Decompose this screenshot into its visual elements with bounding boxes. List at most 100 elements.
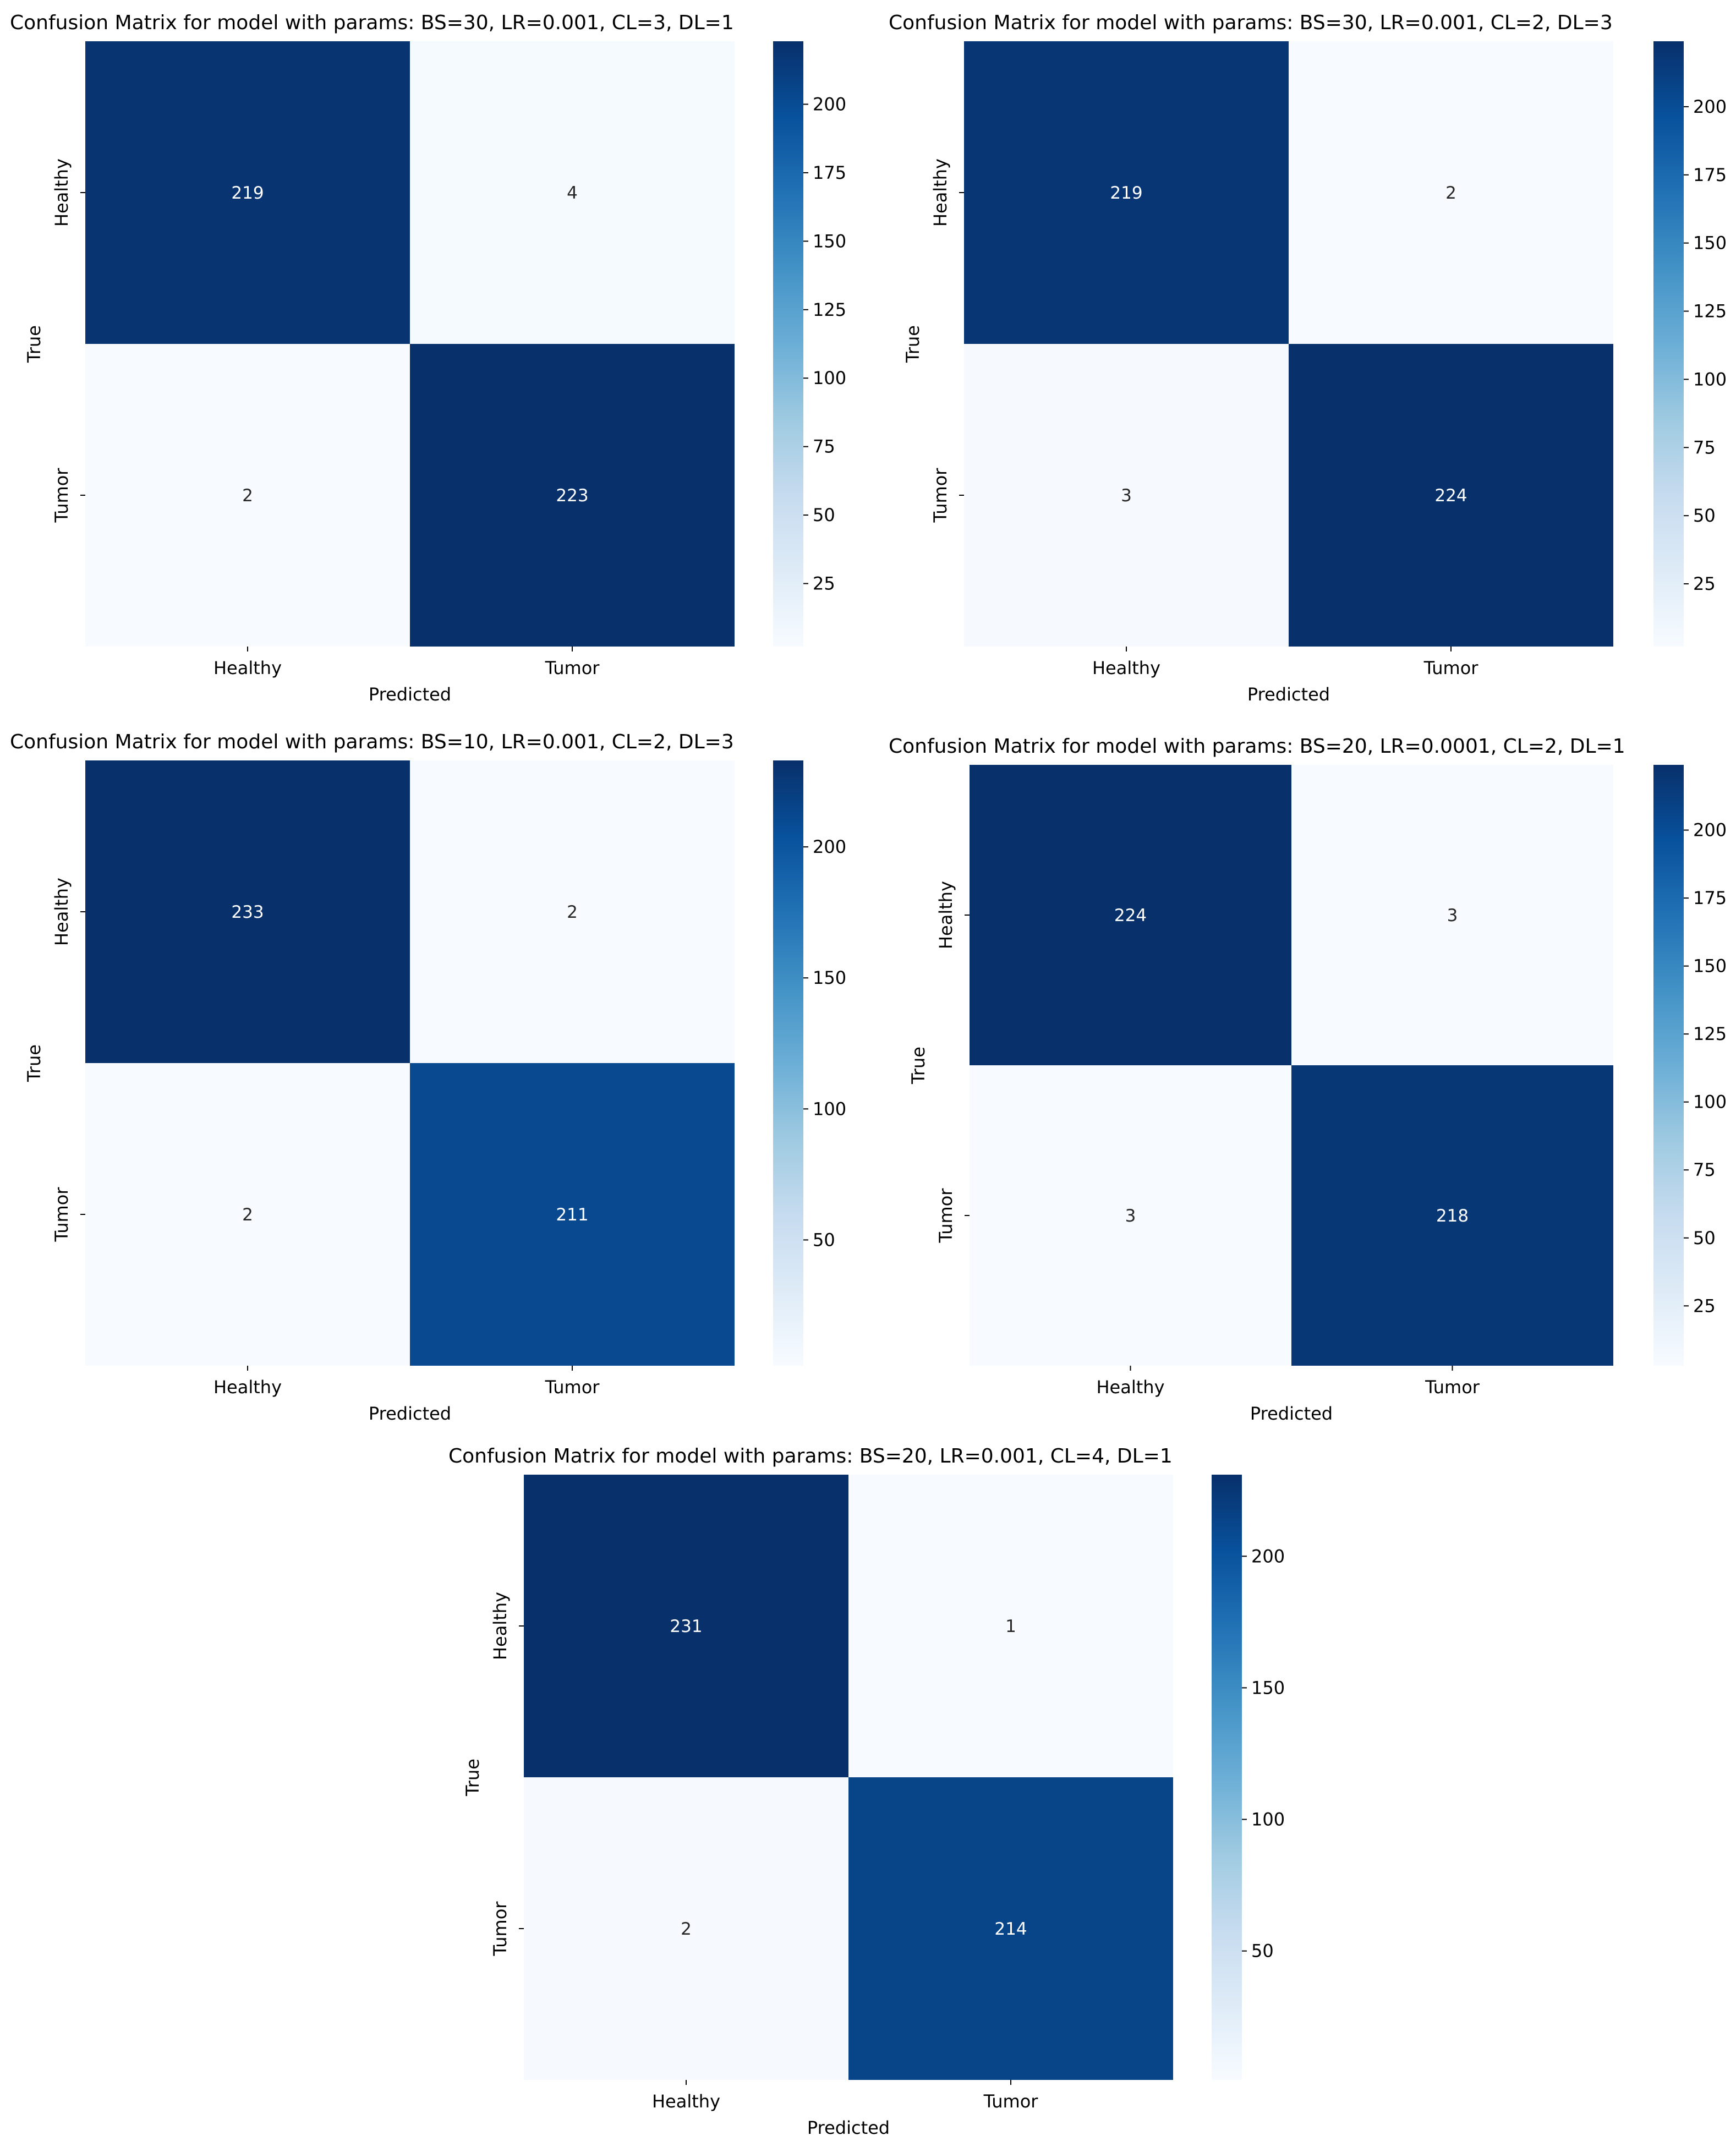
cell-value-label: 233 bbox=[231, 902, 264, 922]
cell-value-label: 2 bbox=[681, 1919, 692, 1939]
y-tick-label: Tumor bbox=[490, 1901, 511, 1957]
x-tick-label: Healthy bbox=[1096, 1377, 1164, 1398]
confusion-matrix-panel-4: Confusion Matrix for model with params: … bbox=[889, 735, 1727, 1424]
chart-title: Confusion Matrix for model with params: … bbox=[889, 12, 1613, 34]
colorbar-tick-label: 150 bbox=[1693, 233, 1727, 254]
cell-value-label: 3 bbox=[1121, 486, 1132, 506]
y-tick-label: Healthy bbox=[490, 1592, 511, 1660]
colorbar-tick-label: 125 bbox=[1693, 1023, 1727, 1044]
colorbar-tick-label: 200 bbox=[813, 836, 846, 857]
cell-value-label: 224 bbox=[1434, 486, 1467, 506]
cell-value-label: 1 bbox=[1005, 1617, 1016, 1636]
y-tick-label: Healthy bbox=[935, 881, 956, 949]
cell-value-label: 218 bbox=[1436, 1206, 1469, 1226]
y-tick-label: Tumor bbox=[51, 468, 72, 523]
colorbar-tick-label: 25 bbox=[1693, 573, 1716, 594]
colorbar-tick-label: 175 bbox=[1693, 165, 1727, 185]
heatmap-cell bbox=[85, 344, 410, 647]
x-tick-label: Tumor bbox=[1425, 1377, 1480, 1398]
colorbar-tick-label: 175 bbox=[1693, 888, 1727, 908]
heatmap-cell bbox=[85, 1063, 410, 1366]
y-tick-label: Healthy bbox=[51, 158, 72, 227]
cell-value-label: 211 bbox=[556, 1205, 588, 1225]
x-tick-label: Tumor bbox=[545, 1377, 600, 1398]
colorbar bbox=[773, 41, 803, 647]
cell-value-label: 2 bbox=[1445, 183, 1456, 203]
x-tick-label: Healthy bbox=[1092, 658, 1160, 678]
confusion-matrix-panel-1: Confusion Matrix for model with params: … bbox=[10, 12, 846, 705]
y-axis-label: True bbox=[902, 325, 923, 363]
heatmap-cell bbox=[410, 344, 735, 647]
heatmap-cell bbox=[970, 1065, 1291, 1366]
heatmap-cell bbox=[848, 1777, 1173, 2080]
colorbar-tick-label: 50 bbox=[813, 505, 835, 525]
y-tick-label: Tumor bbox=[51, 1187, 72, 1242]
y-axis-label: True bbox=[908, 1047, 929, 1085]
cell-value-label: 223 bbox=[556, 486, 588, 506]
chart-title: Confusion Matrix for model with params: … bbox=[10, 731, 734, 753]
colorbar-tick-label: 200 bbox=[1693, 96, 1727, 117]
y-axis-label: True bbox=[24, 1044, 45, 1082]
y-tick-label: Healthy bbox=[930, 158, 951, 227]
heatmap-cell bbox=[410, 1063, 735, 1366]
cell-value-label: 3 bbox=[1447, 906, 1458, 926]
x-axis-label: Predicted bbox=[369, 1403, 451, 1424]
cell-value-label: 2 bbox=[242, 1205, 253, 1225]
colorbar-tick-label: 25 bbox=[813, 573, 835, 594]
colorbar bbox=[1212, 1475, 1242, 2080]
confusion-matrix-panel-5: Confusion Matrix for model with params: … bbox=[448, 1445, 1285, 2138]
chart-title: Confusion Matrix for model with params: … bbox=[889, 735, 1625, 758]
cell-value-label: 2 bbox=[567, 902, 578, 922]
colorbar-tick-label: 75 bbox=[1693, 437, 1716, 458]
colorbar-tick-label: 75 bbox=[1693, 1159, 1716, 1180]
y-tick-label: Tumor bbox=[930, 468, 951, 523]
x-tick-label: Healthy bbox=[652, 2091, 720, 2112]
heatmap-cell bbox=[524, 1777, 848, 2080]
heatmap-cell bbox=[1289, 344, 1613, 647]
colorbar-tick-label: 50 bbox=[1693, 1228, 1716, 1249]
colorbar-tick-label: 100 bbox=[1693, 1092, 1727, 1113]
colorbar-tick-label: 100 bbox=[1693, 369, 1727, 390]
heatmap-cell bbox=[1289, 41, 1613, 344]
cell-value-label: 219 bbox=[231, 183, 264, 203]
x-axis-label: Predicted bbox=[1250, 1403, 1333, 1424]
chart-title: Confusion Matrix for model with params: … bbox=[448, 1445, 1173, 1468]
cell-value-label: 224 bbox=[1114, 906, 1147, 926]
heatmap-cell bbox=[848, 1475, 1173, 1777]
heatmap-cell bbox=[1291, 1065, 1613, 1366]
colorbar-tick-label: 50 bbox=[813, 1229, 835, 1250]
cell-value-label: 214 bbox=[994, 1919, 1027, 1939]
colorbar-tick-label: 75 bbox=[813, 436, 835, 457]
x-axis-label: Predicted bbox=[807, 2117, 890, 2138]
cell-value-label: 2 bbox=[242, 486, 253, 506]
cell-value-label: 219 bbox=[1110, 183, 1142, 203]
x-tick-label: Tumor bbox=[545, 658, 600, 678]
y-tick-label: Tumor bbox=[935, 1188, 956, 1244]
colorbar-tick-label: 200 bbox=[813, 94, 846, 114]
x-tick-label: Tumor bbox=[983, 2091, 1039, 2112]
colorbar-tick-label: 25 bbox=[1693, 1295, 1716, 1316]
colorbar-tick-label: 150 bbox=[813, 967, 846, 988]
cell-value-label: 3 bbox=[1125, 1206, 1136, 1226]
y-axis-label: True bbox=[24, 325, 45, 363]
cell-value-label: 4 bbox=[567, 183, 578, 203]
chart-title: Confusion Matrix for model with params: … bbox=[10, 12, 734, 34]
colorbar bbox=[1653, 765, 1684, 1366]
colorbar-tick-label: 175 bbox=[813, 162, 846, 183]
confusion-matrix-panel-2: Confusion Matrix for model with params: … bbox=[889, 12, 1727, 705]
colorbar-tick-label: 150 bbox=[1693, 956, 1727, 977]
colorbar-tick-label: 100 bbox=[813, 1098, 846, 1119]
heatmap-cell bbox=[85, 41, 410, 344]
x-tick-label: Tumor bbox=[1423, 658, 1479, 678]
colorbar-tick-label: 100 bbox=[1251, 1809, 1285, 1830]
heatmap-cell bbox=[970, 765, 1291, 1065]
heatmap-cell bbox=[410, 41, 735, 344]
heatmap-cell bbox=[1291, 765, 1613, 1065]
heatmap-cell bbox=[410, 760, 735, 1063]
colorbar-tick-label: 100 bbox=[813, 368, 846, 388]
x-tick-label: Healthy bbox=[213, 658, 282, 678]
x-axis-label: Predicted bbox=[1247, 684, 1330, 705]
heatmap-cell bbox=[85, 760, 410, 1063]
colorbar-tick-label: 200 bbox=[1251, 1546, 1285, 1567]
